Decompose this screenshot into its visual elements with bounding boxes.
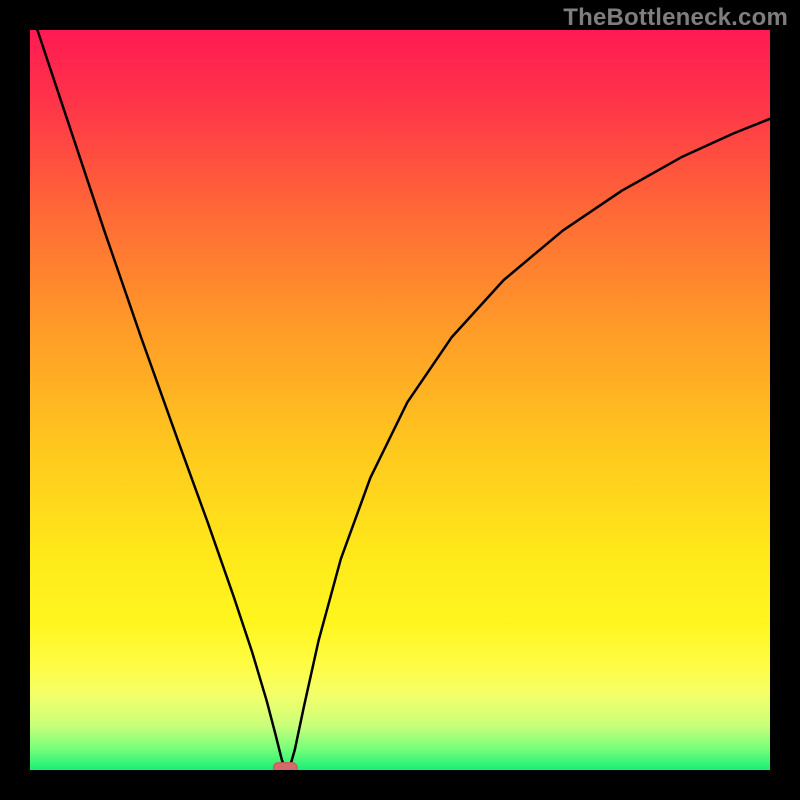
gradient-background xyxy=(30,30,770,770)
bottleneck-chart xyxy=(0,0,800,800)
watermark-label: TheBottleneck.com xyxy=(563,4,788,32)
chart-container: { "watermark": { "text": "TheBottleneck.… xyxy=(0,0,800,800)
